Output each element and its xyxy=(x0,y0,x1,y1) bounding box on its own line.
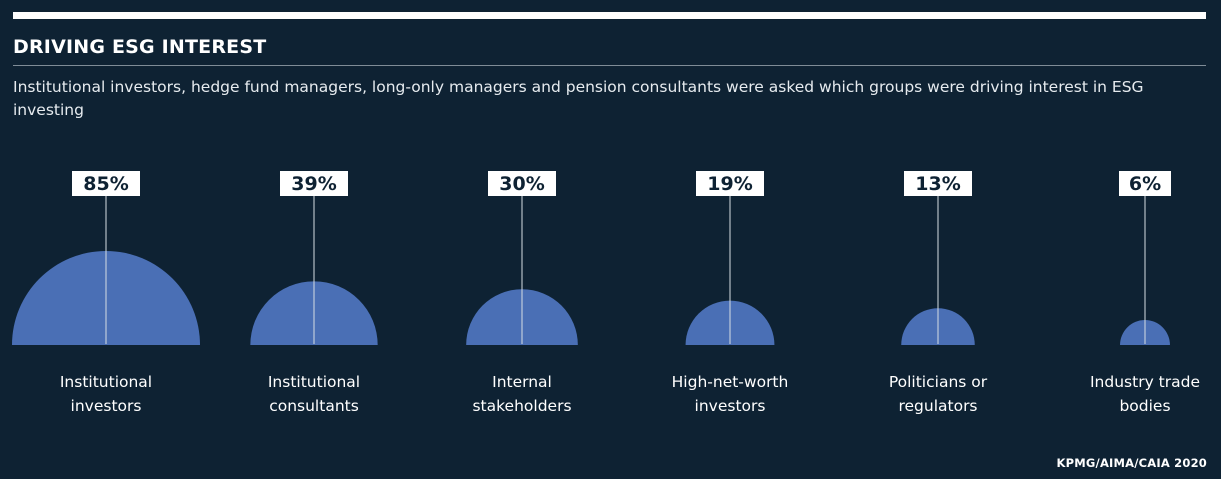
category-label: consultants xyxy=(269,397,359,415)
category-label: High-net-worth xyxy=(672,373,789,391)
value-label: 30% xyxy=(499,173,544,195)
chart-title: DRIVING ESG INTEREST xyxy=(13,36,267,58)
category-label: Politicians or xyxy=(889,373,988,391)
category-label: Industry trade xyxy=(1090,373,1200,391)
category-label: investors xyxy=(71,397,142,415)
category-label: regulators xyxy=(898,397,977,415)
value-label-box xyxy=(488,171,556,196)
source-note: KPMG/AIMA/CAIA 2020 xyxy=(1056,456,1207,470)
category-label: Institutional xyxy=(60,373,152,391)
value-label-box xyxy=(72,171,140,196)
title-divider xyxy=(13,65,1206,66)
category-label: Internal xyxy=(492,373,552,391)
value-label: 39% xyxy=(291,173,336,195)
category-label: stakeholders xyxy=(472,397,571,415)
value-label-box xyxy=(904,171,972,196)
value-label-box xyxy=(280,171,348,196)
chart-subtitle: Institutional investors, hedge fund mana… xyxy=(13,78,1144,119)
top-rule xyxy=(13,12,1206,19)
value-label: 19% xyxy=(707,173,752,195)
category-label: Institutional xyxy=(268,373,360,391)
value-label: 13% xyxy=(915,173,960,195)
category-label: bodies xyxy=(1119,397,1170,415)
value-label: 6% xyxy=(1129,173,1161,195)
category-label: investors xyxy=(695,397,766,415)
value-label-box xyxy=(696,171,764,196)
value-label: 85% xyxy=(83,173,128,195)
value-label-box xyxy=(1119,171,1171,196)
